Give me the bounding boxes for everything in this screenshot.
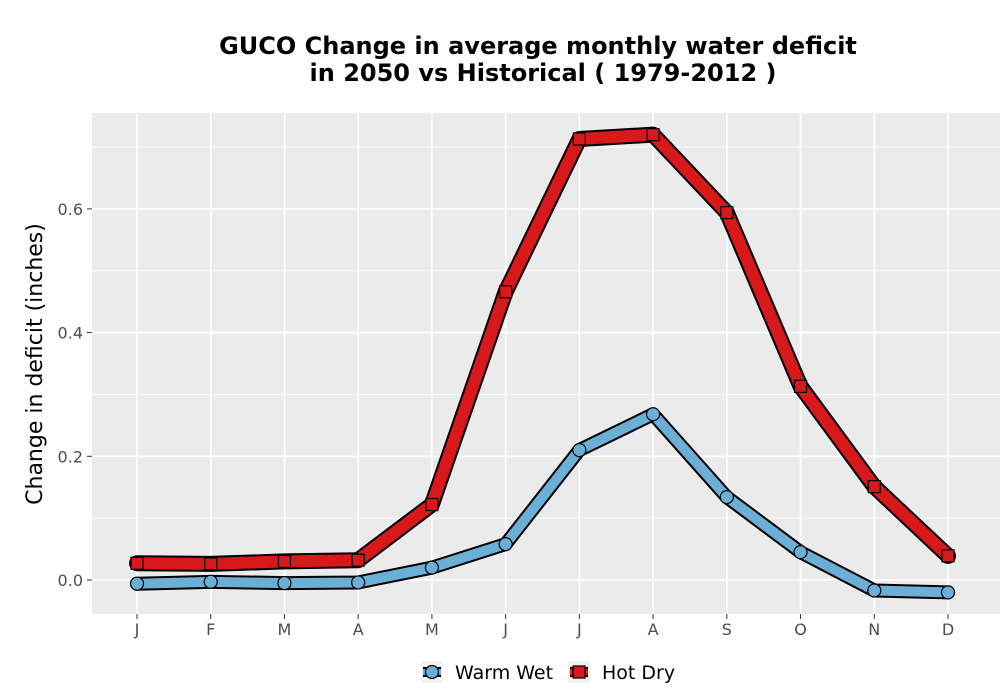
data-point-warm-wet [498, 537, 513, 552]
data-point-hot-dry [646, 128, 660, 142]
x-tick-label: N [868, 620, 880, 639]
data-point-hot-dry [351, 553, 365, 567]
data-point-hot-dry [277, 554, 292, 569]
chart-title-line-1: GUCO Change in average monthly water def… [219, 32, 857, 60]
data-point-warm-wet [793, 545, 808, 560]
series-lines [129, 126, 956, 600]
y-tick-label: 0.0 [58, 571, 83, 590]
data-point-hot-dry [720, 205, 734, 220]
x-tick-label: D [942, 620, 954, 639]
data-point-hot-dry [867, 479, 881, 494]
y-axis-label: Change in deficit (inches) [23, 223, 48, 505]
data-point-warm-wet [129, 576, 145, 591]
data-point-warm-wet [277, 575, 292, 591]
data-point-warm-wet [424, 560, 440, 575]
chart-title-line-2: in 2050 vs Historical ( 1979-2012 ) [310, 59, 777, 87]
data-point-warm-wet [867, 583, 882, 598]
legend-marker-hot-dry [572, 665, 586, 679]
x-tick-label: J [134, 620, 140, 639]
y-tick-label: 0.6 [58, 200, 83, 219]
y-tick-label: 0.4 [58, 324, 83, 343]
data-point-hot-dry [204, 557, 218, 571]
series-line-warm-wet [132, 409, 953, 598]
legend-marker-warm-wet [424, 664, 440, 680]
x-tick-label: M [425, 620, 439, 639]
data-point-warm-wet [940, 585, 956, 600]
grid-lines [92, 113, 1000, 614]
x-tick-label: J [576, 620, 582, 639]
x-tick-label: J [502, 620, 508, 639]
x-tick-label: S [722, 620, 732, 639]
x-tick-label: M [278, 620, 292, 639]
data-point-hot-dry [941, 549, 955, 563]
data-point-warm-wet [572, 442, 587, 458]
series-line-hot-dry [131, 128, 954, 570]
data-point-warm-wet [719, 490, 734, 505]
data-point-warm-wet [203, 574, 218, 589]
legend-label-warm-wet: Warm Wet [455, 662, 553, 684]
legend: Warm Wet Hot Dry [421, 661, 675, 684]
data-point-hot-dry [793, 379, 808, 393]
plot-panel [92, 113, 1000, 614]
data-point-hot-dry [425, 497, 439, 512]
x-tick-label: A [648, 620, 659, 639]
x-tick-label: F [206, 620, 215, 639]
data-point-hot-dry [499, 285, 513, 299]
y-axis: 0.0 0.2 0.4 0.6 [58, 200, 92, 590]
data-point-hot-dry [130, 556, 144, 570]
data-point-hot-dry [572, 132, 586, 146]
data-point-warm-wet [645, 407, 661, 422]
data-point-warm-wet [351, 575, 366, 590]
x-tick-label: A [353, 620, 364, 639]
x-tick-label: O [794, 620, 807, 639]
legend-label-hot-dry: Hot Dry [602, 662, 675, 684]
y-tick-label: 0.2 [58, 447, 83, 466]
